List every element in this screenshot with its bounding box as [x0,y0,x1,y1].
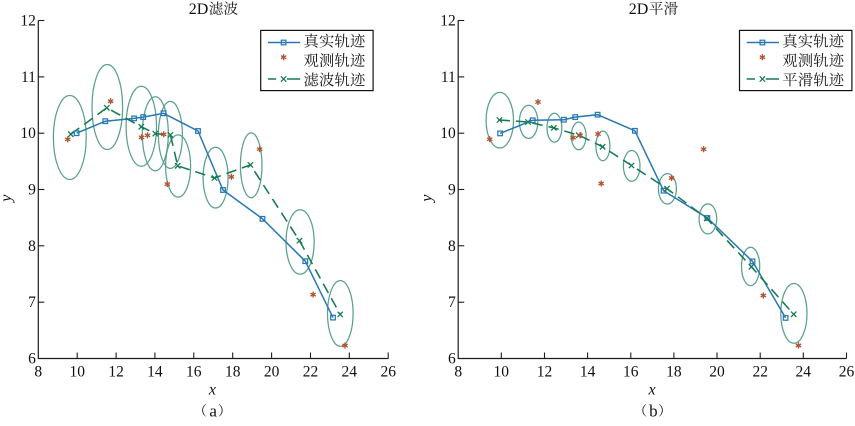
svg-text:y: y [0,194,15,204]
svg-text:x: x [208,382,216,399]
svg-text:20: 20 [709,363,725,380]
svg-text:20: 20 [264,363,280,380]
svg-text:14: 14 [580,363,596,380]
svg-text:8: 8 [28,238,36,255]
svg-text:22: 22 [303,363,319,380]
svg-text:x: x [647,382,655,399]
svg-text:y: y [419,194,436,204]
svg-text:18: 18 [666,363,682,380]
svg-text:11: 11 [441,69,456,86]
svg-text:26: 26 [380,363,396,380]
svg-text:26: 26 [839,363,855,380]
svg-text:11: 11 [21,69,36,86]
svg-text:9: 9 [448,182,456,199]
svg-text:a: a [209,401,217,420]
svg-text:16: 16 [623,363,639,380]
svg-text:10: 10 [69,363,85,380]
svg-text:24: 24 [342,363,358,380]
svg-text:9: 9 [28,182,36,199]
svg-text:b: b [649,401,658,420]
svg-text:7: 7 [28,294,36,311]
svg-text:2D: 2D [629,1,649,18]
svg-text:7: 7 [448,294,456,311]
svg-text:8: 8 [448,238,456,255]
svg-text:10: 10 [20,125,36,142]
svg-text:12: 12 [20,13,36,30]
svg-text:12: 12 [440,13,456,30]
svg-text:2D: 2D [189,1,209,18]
svg-text:12: 12 [108,363,124,380]
svg-text:8: 8 [34,363,42,380]
svg-text:12: 12 [537,363,553,380]
svg-text:6: 6 [28,351,36,368]
svg-text:16: 16 [186,363,202,380]
svg-text:8: 8 [454,363,462,380]
svg-text:22: 22 [752,363,768,380]
svg-text:6: 6 [448,351,456,368]
svg-text:10: 10 [494,363,510,380]
svg-text:18: 18 [225,363,241,380]
svg-text:14: 14 [147,363,163,380]
svg-text:24: 24 [796,363,812,380]
svg-text:10: 10 [440,125,456,142]
